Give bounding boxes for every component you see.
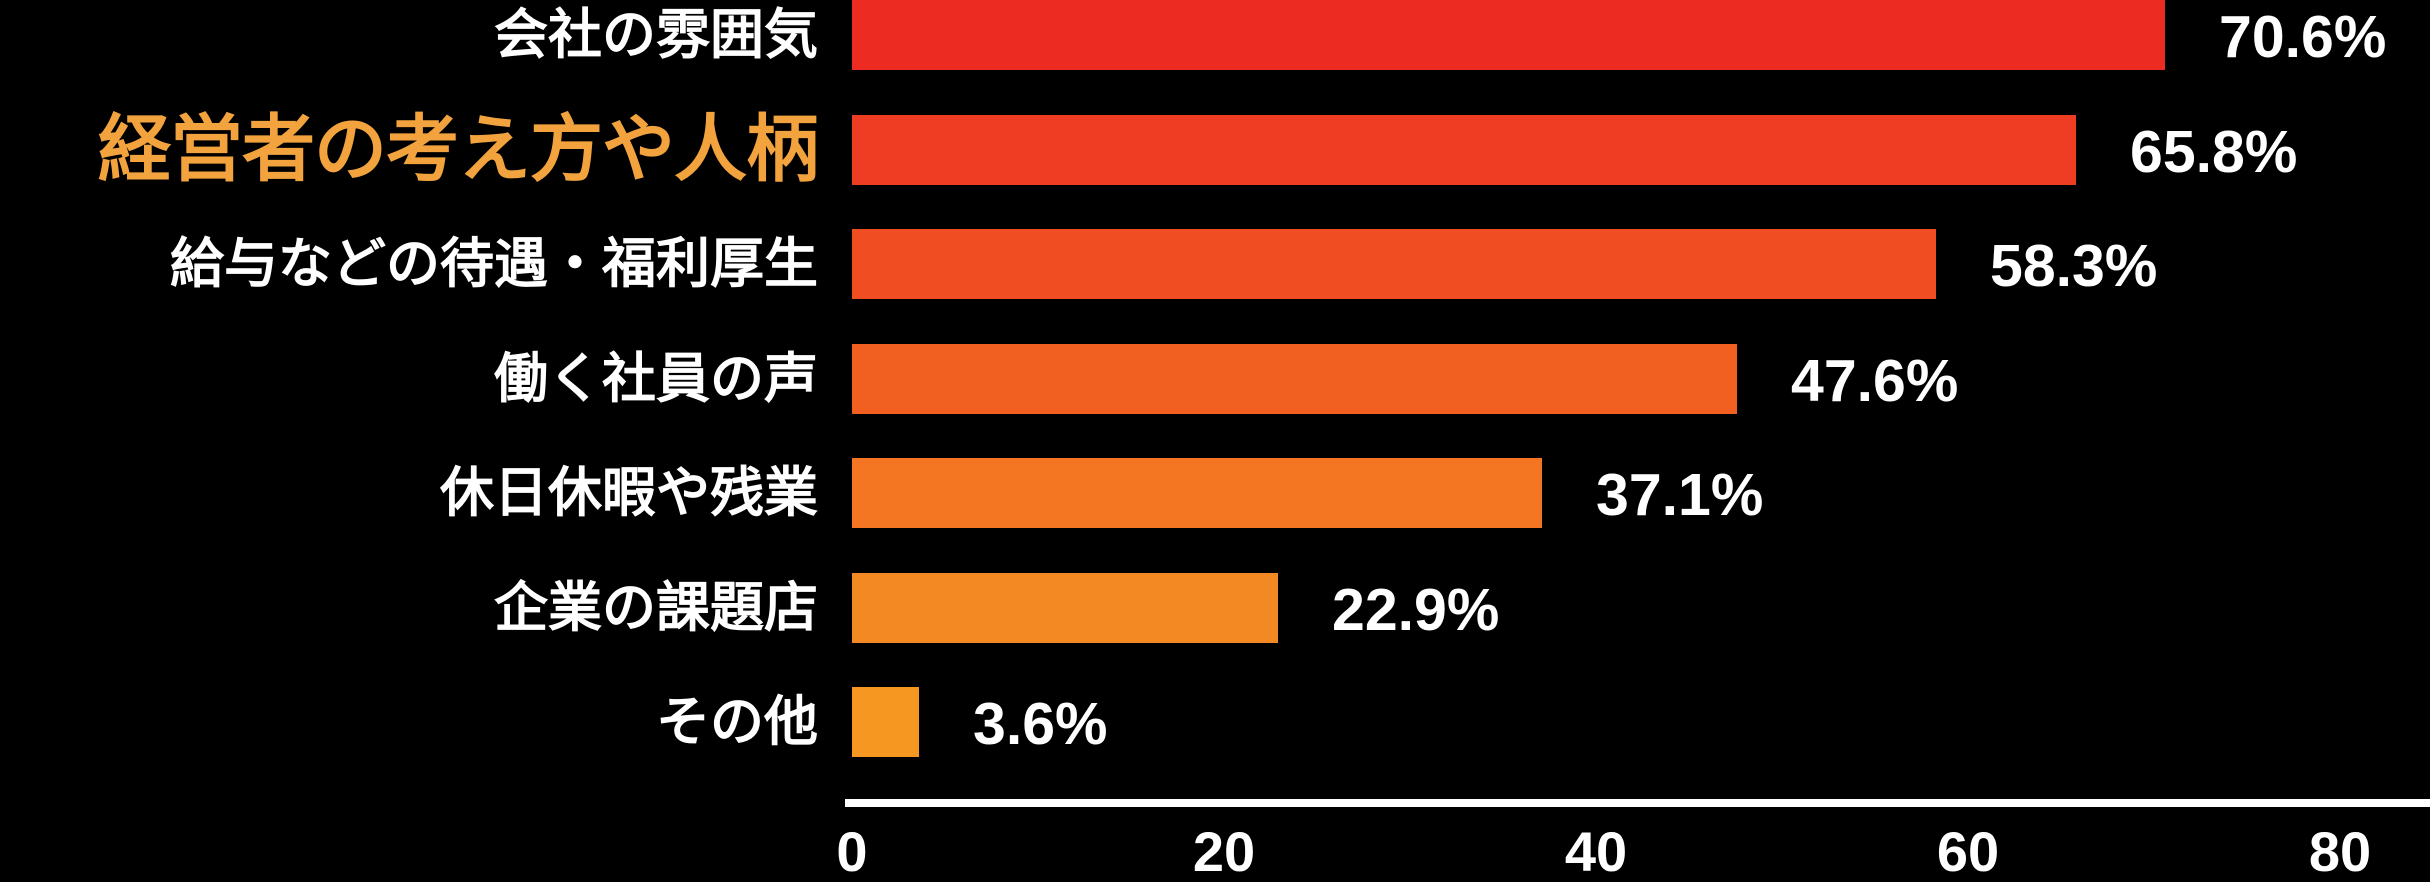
- x-tick-label: 40: [1564, 820, 1628, 882]
- category-label: 働く社員の声: [494, 349, 818, 409]
- chart-row: 給与などの待遇・福利厚生 58.3%: [0, 229, 2430, 299]
- category-label: 企業の課題店: [494, 578, 818, 638]
- chart-row: 企業の課題店 22.9%: [0, 573, 2430, 643]
- value-label: 47.6%: [1791, 348, 1959, 414]
- category-label: その他: [656, 692, 818, 752]
- chart-row: 会社の雰囲気 70.6%: [0, 0, 2430, 70]
- value-label: 65.8%: [2130, 119, 2298, 185]
- category-label: 会社の雰囲気: [494, 5, 818, 65]
- bar: [852, 0, 2165, 70]
- x-tick-label: 20: [1192, 820, 1256, 882]
- x-tick-label: 0: [836, 820, 868, 882]
- x-tick-label: 60: [1936, 820, 2000, 882]
- chart-row: その他 3.6%: [0, 687, 2430, 757]
- bar: [852, 687, 919, 757]
- value-label: 22.9%: [1332, 577, 1500, 643]
- chart-row: 経営者の考え方や人柄 65.8%: [0, 109, 2430, 190]
- category-label: 経営者の考え方や人柄: [98, 109, 819, 190]
- bar: [852, 573, 1278, 643]
- category-label: 給与などの待遇・福利厚生: [170, 234, 818, 294]
- category-label: 休日休暇や残業: [440, 463, 818, 523]
- bar: [852, 115, 2076, 185]
- bar: [852, 344, 1737, 414]
- x-tick-label: 80: [2308, 820, 2372, 882]
- value-label: 37.1%: [1596, 462, 1764, 528]
- bar: [852, 458, 1542, 528]
- value-label: 3.6%: [973, 691, 1108, 757]
- value-label: 58.3%: [1990, 233, 2158, 299]
- chart-row: 働く社員の声 47.6%: [0, 344, 2430, 414]
- value-label: 70.6%: [2219, 4, 2387, 70]
- x-axis-line: [845, 799, 2430, 807]
- chart-row: 休日休暇や残業 37.1%: [0, 458, 2430, 528]
- bar: [852, 229, 1936, 299]
